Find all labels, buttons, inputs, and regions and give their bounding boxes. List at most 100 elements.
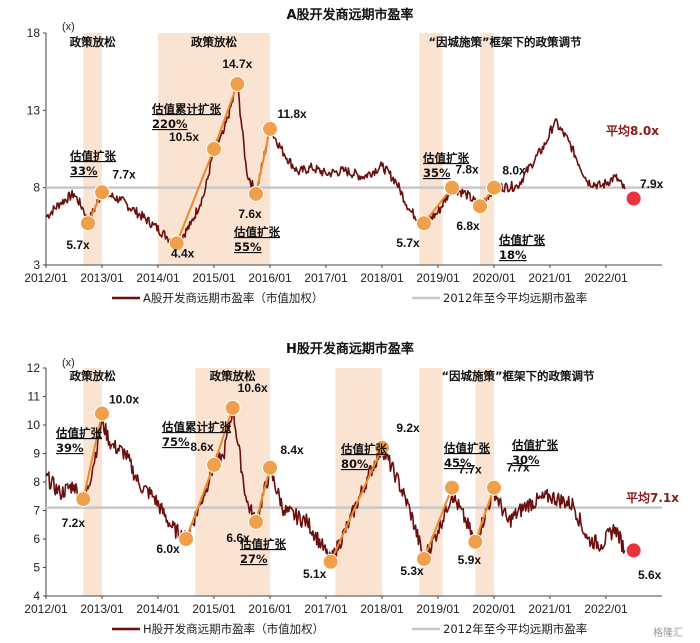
marker-point	[416, 215, 432, 232]
marker-point	[206, 141, 222, 157]
shaded-period	[83, 368, 102, 596]
marker-value-label: 11.8x	[277, 107, 307, 121]
shaded-period	[83, 33, 102, 265]
expansion-annotation: 45%	[444, 456, 472, 470]
y-unit-label: (x)	[62, 357, 75, 369]
marker-point	[472, 198, 488, 215]
marker-point	[206, 456, 222, 473]
expansion-annotation: 30%	[512, 453, 540, 467]
marker-value-label: 5.7x	[396, 236, 420, 250]
marker-point	[416, 550, 432, 567]
marker-value-label: 8.0x	[502, 164, 526, 178]
expansion-annotation: 75%	[162, 435, 190, 449]
marker-point	[94, 184, 110, 201]
marker-value-label: 4.4x	[171, 246, 195, 260]
expansion-annotation: 估值扩张	[498, 233, 545, 247]
x-tick-label: 2020/01	[472, 271, 516, 285]
marker-point	[262, 459, 278, 476]
policy-easing-label: 政策放松	[210, 369, 256, 383]
x-tick-label: 2015/01	[192, 271, 236, 285]
x-tick-label: 2012/01	[24, 602, 68, 616]
expansion-arrow	[255, 467, 271, 523]
y-tick-label: 9	[33, 447, 40, 461]
expansion-arrow	[213, 83, 239, 150]
legend-label-average: 2012年至今平均远期市盈率	[443, 622, 587, 636]
marker-value-label: 10.6x	[238, 381, 268, 395]
y-tick-label: 3	[33, 258, 40, 272]
expansion-annotation: 估值累计扩张	[151, 102, 221, 116]
marker-value-label: 6.0x	[156, 542, 180, 556]
y-tick-label: 11	[28, 390, 41, 404]
marker-point	[224, 399, 241, 416]
x-tick-label: 2016/01	[248, 271, 292, 285]
x-tick-label: 2022/01	[584, 271, 628, 285]
expansion-annotation: 27%	[240, 552, 268, 566]
marker-value-label: 8.6x	[190, 440, 214, 454]
x-tick-label: 2014/01	[136, 271, 180, 285]
marker-value-label: 6.8x	[456, 219, 480, 233]
legend-label-series: H股开发商远期市盈率（市值加权）	[143, 622, 324, 636]
x-tick-label: 2021/01	[528, 271, 572, 285]
y-tick-label: 10	[27, 418, 41, 432]
shaded-period	[480, 33, 494, 265]
y-tick-label: 8	[33, 181, 40, 195]
marker-value-label: 7.8x	[455, 163, 479, 177]
city-policy-label: “因城施策”框架下的政策调节	[428, 35, 582, 49]
marker-point	[168, 235, 185, 252]
x-tick-label: 2012/01	[24, 271, 68, 285]
expansion-arrow	[474, 487, 495, 543]
marker-point	[444, 179, 460, 196]
latest-value-label: 5.6x	[638, 568, 662, 582]
expansion-annotation: 估值扩张	[55, 426, 102, 440]
expansion-arrow	[213, 407, 234, 466]
y-tick-label: 18	[27, 26, 41, 40]
expansion-annotation: 18%	[499, 248, 527, 262]
marker-point	[75, 491, 92, 508]
marker-point	[444, 479, 460, 496]
policy-easing-label: 政策放松	[70, 35, 116, 49]
marker-point	[229, 76, 246, 93]
marker-point	[467, 533, 484, 550]
x-tick-label: 2015/01	[192, 602, 236, 616]
marker-point	[262, 120, 278, 137]
marker-point	[486, 479, 502, 496]
expansion-annotation: 估值扩张	[443, 441, 490, 455]
y-unit-label: (x)	[62, 21, 75, 33]
latest-point	[626, 191, 641, 206]
marker-value-label: 7.6x	[238, 207, 262, 221]
marker-point	[322, 553, 339, 570]
chart-title: A股开发商远期市盈率	[286, 7, 413, 23]
watermark: 格隆汇	[653, 626, 683, 639]
x-tick-label: 2019/01	[416, 271, 460, 285]
y-tick-label: 13	[27, 103, 41, 117]
marker-value-label: 6.6x	[226, 531, 250, 545]
x-tick-label: 2019/01	[416, 602, 460, 616]
expansion-annotation: 估值扩张	[511, 438, 558, 452]
expansion-annotation: 33%	[70, 164, 98, 178]
marker-value-label: 5.7x	[66, 238, 90, 252]
x-tick-label: 2018/01	[360, 602, 404, 616]
expansion-annotation: 220%	[152, 117, 188, 131]
x-tick-label: 2018/01	[360, 271, 404, 285]
expansion-annotation: 35%	[423, 166, 451, 180]
expansion-arrow	[255, 128, 271, 195]
marker-point	[248, 513, 264, 530]
expansion-arrow	[185, 464, 215, 540]
x-tick-label: 2016/01	[248, 602, 292, 616]
expansion-annotation: 估值扩张	[340, 442, 387, 456]
series-line	[45, 83, 626, 248]
expansion-arrow	[82, 413, 103, 500]
y-tick-label: 8	[33, 475, 40, 489]
chart-title: H股开发商远期市盈率	[286, 341, 414, 357]
y-tick-label: 6	[33, 532, 40, 546]
marker-value-label: 5.3x	[400, 564, 424, 578]
expansion-annotation: 估值累计扩张	[161, 420, 231, 434]
latest-value-label: 7.9x	[640, 177, 664, 191]
marker-value-label: 10.5x	[169, 130, 199, 144]
expansion-annotation: 80%	[341, 457, 369, 471]
y-tick-label: 7	[33, 504, 40, 518]
y-tick-label: 12	[27, 361, 41, 375]
city-policy-label: “因城施策”框架下的政策调节	[441, 369, 595, 383]
expansion-arrow	[423, 487, 453, 560]
